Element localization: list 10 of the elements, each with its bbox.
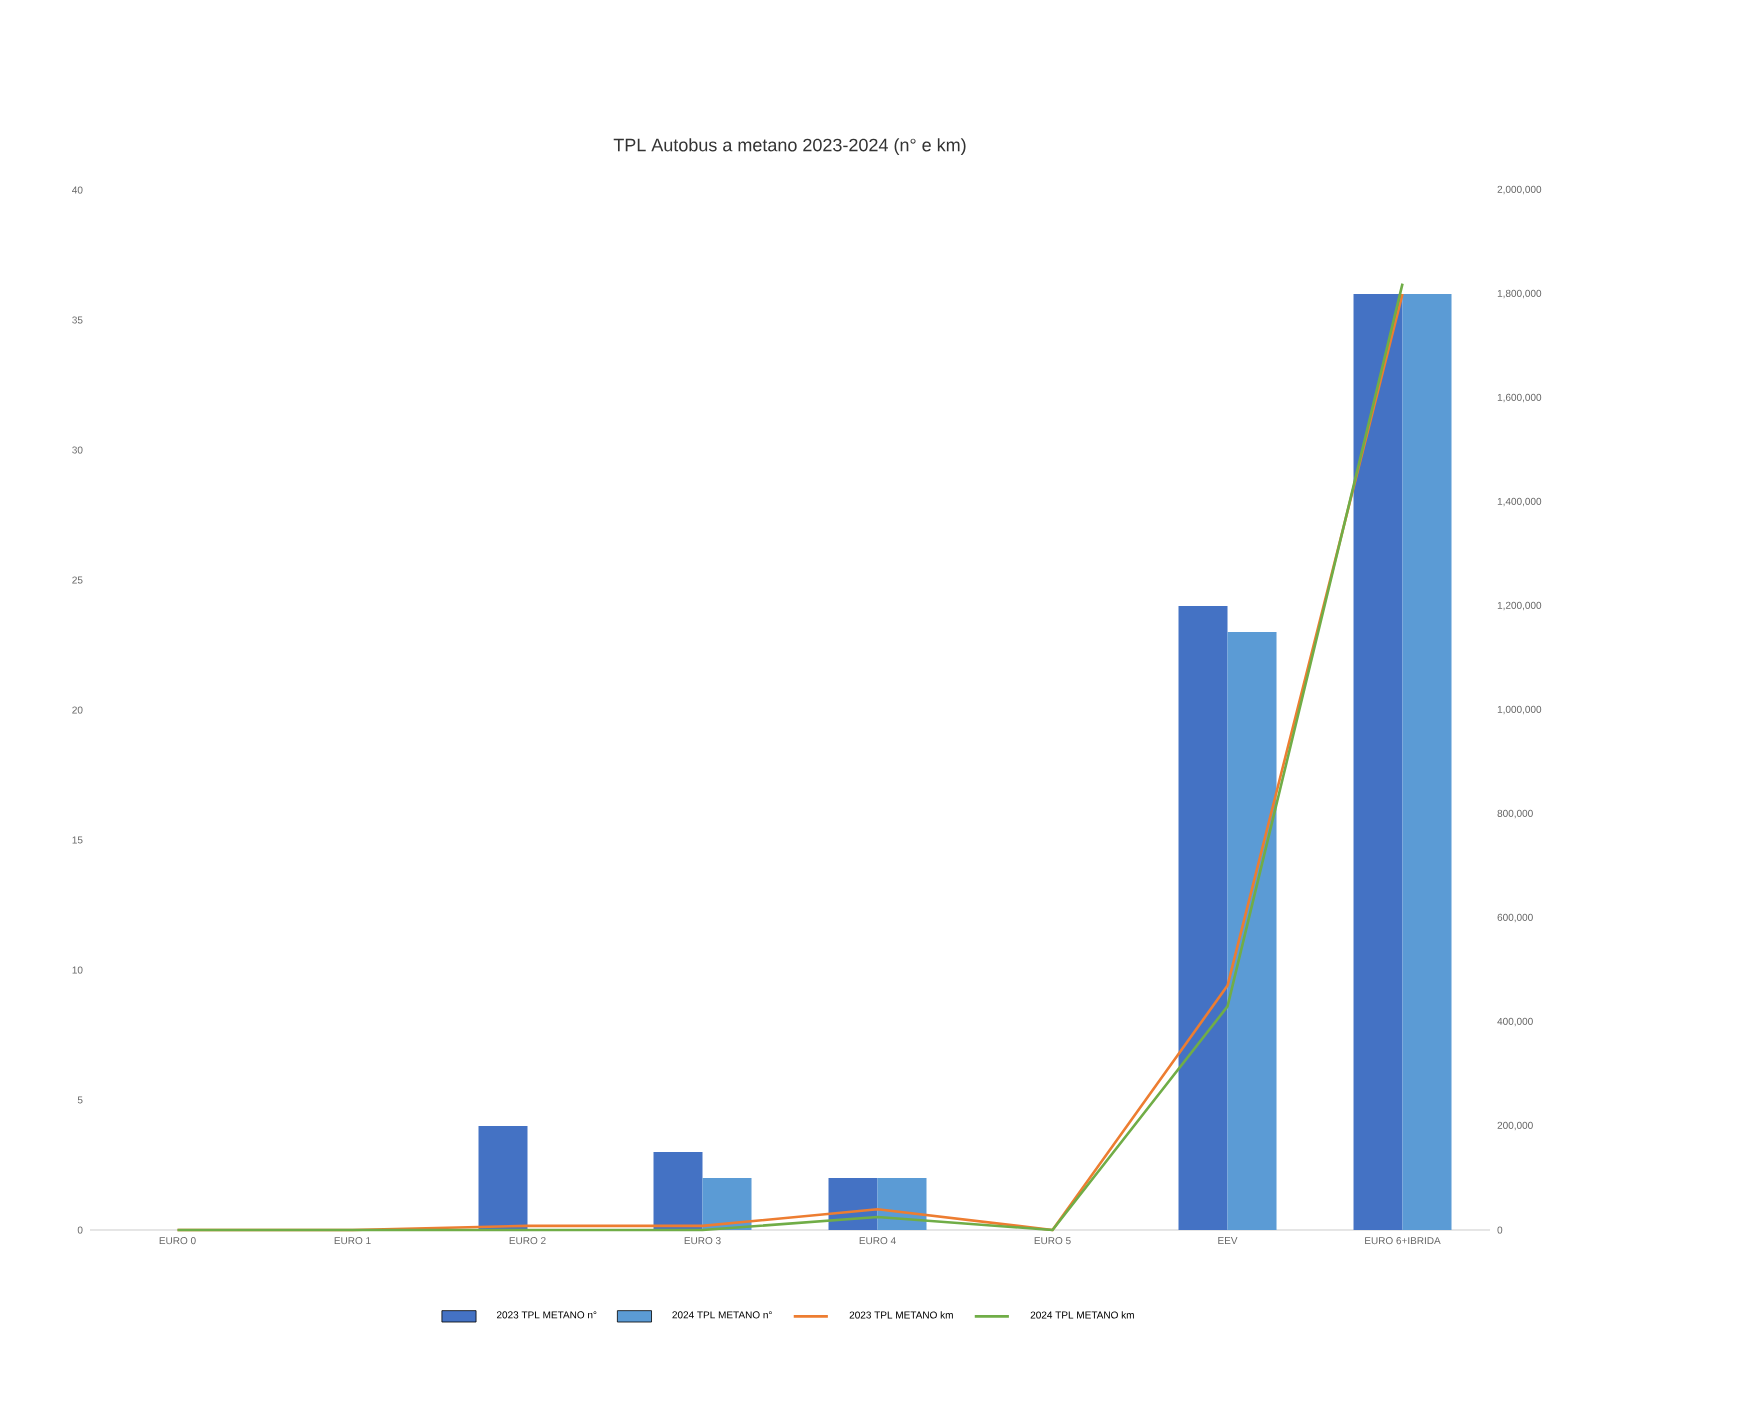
- bar: [877, 1178, 927, 1230]
- bar: [702, 1178, 752, 1230]
- chart-title: TPL Autobus a metano 2023-2024 (n° e km): [613, 138, 966, 155]
- bar: [1353, 294, 1403, 1230]
- bar: [828, 1178, 878, 1230]
- bar: [1227, 632, 1277, 1230]
- bar: [1402, 294, 1452, 1230]
- bar: [653, 1152, 703, 1230]
- bar: [1178, 606, 1228, 1230]
- bar: [478, 1126, 528, 1230]
